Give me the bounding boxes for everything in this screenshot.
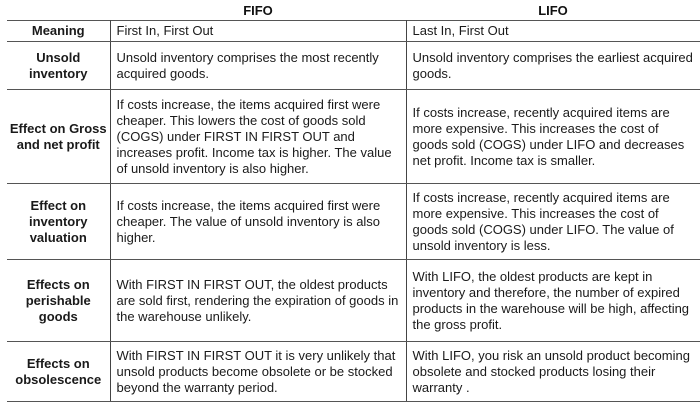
lifo-cell: With LIFO, the oldest products are kept … [406, 259, 700, 342]
row-label: Effect on Gross and net profit [7, 89, 111, 184]
row-label: Effects on perishable goods [7, 259, 111, 342]
table-row-inventory-valuation: Effect on inventory valuation If costs i… [7, 183, 700, 260]
row-label: Effect on inventory valuation [7, 183, 111, 260]
table-row-perishable-goods: Effects on perishable goods With FIRST I… [7, 259, 700, 342]
lifo-cell: Unsold inventory comprises the earliest … [406, 41, 700, 90]
table-row-unsold-inventory: Unsold inventory Unsold inventory compri… [7, 41, 700, 90]
row-label: Unsold inventory [7, 41, 111, 90]
table-row-gross-net-profit: Effect on Gross and net profit If costs … [7, 89, 700, 184]
table-row-obsolescence: Effects on obsolescence With FIRST IN FI… [7, 341, 700, 402]
lifo-cell: With LIFO, you risk an unsold product be… [406, 341, 700, 402]
lifo-cell: Last In, First Out [406, 20, 700, 42]
table-row-meaning: Meaning First In, First Out Last In, Fir… [7, 20, 700, 42]
row-label: Effects on obsolescence [7, 341, 111, 402]
fifo-cell: If costs increase, the items acquired fi… [110, 183, 407, 260]
lifo-column-header: LIFO [538, 3, 568, 18]
fifo-cell: First In, First Out [110, 20, 407, 42]
fifo-cell: With FIRST IN FIRST OUT, the oldest prod… [110, 259, 407, 342]
lifo-cell: If costs increase, recently acquired ite… [406, 183, 700, 260]
fifo-cell: With FIRST IN FIRST OUT it is very unlik… [110, 341, 407, 402]
lifo-cell: If costs increase, recently acquired ite… [406, 89, 700, 184]
fifo-column-header: FIFO [243, 3, 273, 18]
fifo-cell: If costs increase, the items acquired fi… [110, 89, 407, 184]
fifo-lifo-comparison-table: Meaning First In, First Out Last In, Fir… [7, 20, 700, 402]
row-label: Meaning [7, 20, 111, 42]
fifo-cell: Unsold inventory comprises the most rece… [110, 41, 407, 90]
